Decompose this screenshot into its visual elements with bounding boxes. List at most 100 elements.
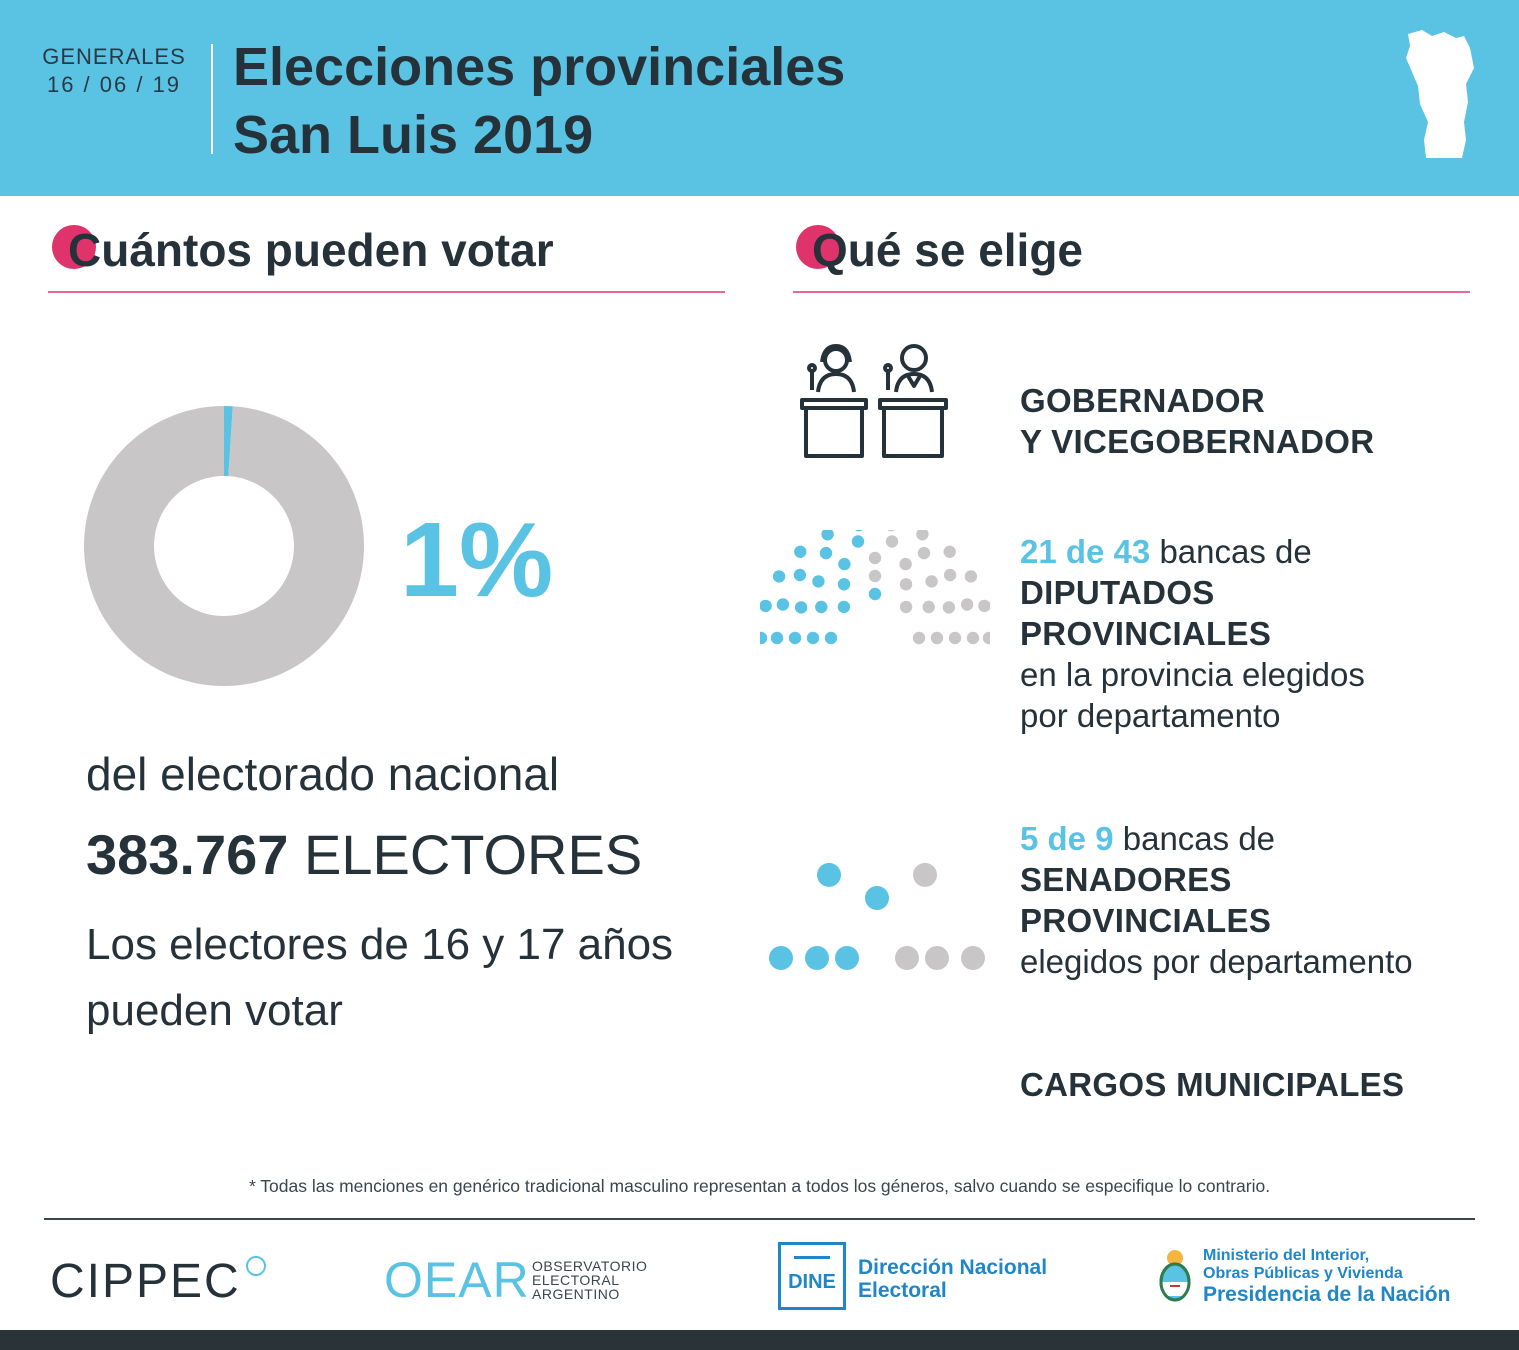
election-date: 16 / 06 / 19 [46,72,182,97]
diputados-seat-elected [770,631,784,645]
diputados-seat-elected [837,600,851,614]
dine-logo [778,1242,846,1310]
diputados-seat-not-elected [982,631,990,645]
voters-count: 383.767 ELECTORES [86,820,642,890]
senate-seats-icon [769,862,985,970]
senado-seat-elected [769,946,793,970]
diputados-seat-not-elected [899,557,912,571]
diputados-detail-line1: en la provincia elegidos [1020,656,1365,693]
municipales-label: CARGOS MUNICIPALES [1020,1066,1405,1103]
dine-name-line2: Electoral [858,1279,947,1302]
diputados-seat-elected [806,631,820,645]
youth-voters-line1: Los electores de 16 y 17 años [86,920,674,969]
diputados-seats-suffix: bancas de [1159,533,1312,570]
oear-logo-sub3: ARGENTINO [532,1286,620,1302]
dine-logo-acronym: DINE [788,1271,836,1293]
diputados-seat-not-elected [912,631,926,645]
senadores-seats-line: 5 de 9 bancas de [1020,818,1275,859]
diputados-seat-not-elected [899,578,913,591]
diputados-seat-not-elected [943,545,956,558]
senado-seat-not-elected [961,946,985,970]
diputados-seat-not-elected [868,569,882,583]
candidates-podium-icon [800,344,948,458]
diputados-seats-highlight: 21 de 43 [1020,533,1151,570]
youth-voters-line2: pueden votar [86,986,343,1035]
voters-number: 383.767 [86,823,289,886]
cippec-logo-mark [246,1256,266,1276]
gobernador-label: GOBERNADOR [1020,382,1266,419]
senadores-label: SENADORES [1020,861,1232,898]
diputados-seat-elected [794,545,807,558]
diputados-seat-elected [868,587,882,601]
election-type-label: GENERALES [42,44,186,69]
diputados-label: DIPUTADOS [1020,574,1215,611]
oear-logo: OEAR [384,1252,530,1308]
donut-slice-resto [84,406,364,686]
senado-seat-elected [835,946,859,970]
section-marker-dot [796,225,840,269]
diputados-seat-not-elected [964,570,978,583]
diputados-seat-not-elected [948,631,962,645]
diputados-seat-elected [819,546,833,560]
voters-label: ELECTORES [304,823,643,886]
diputados-seat-elected [821,530,834,541]
diputados-seat-not-elected [942,601,956,614]
section-underline [48,291,725,293]
diputados-seat-elected [854,530,863,532]
senadores-seats-suffix: bancas de [1122,820,1276,857]
diputados-seat-elected [776,598,790,611]
dine-name-line1: Dirección Nacional [858,1256,1048,1279]
diputados-provinciales-label: PROVINCIALES [1020,615,1272,652]
oear-logo-sub1: OBSERVATORIO [532,1258,648,1274]
diputados-seat-not-elected [943,568,957,582]
header-banner [0,0,1519,196]
diputados-seat-elected [772,570,786,583]
diputados-seat-elected [812,575,825,588]
diputados-seat-elected [824,631,838,645]
electorate-donut-chart [84,406,364,686]
diputados-seat-not-elected [899,600,913,614]
senado-seat-not-elected [895,946,919,970]
diputados-seat-not-elected [978,599,990,613]
diputados-seat-elected [760,631,768,645]
diputados-seat-not-elected [966,631,980,645]
ministry-line3: Presidencia de la Nación [1203,1283,1451,1306]
senado-seat-not-elected [913,862,937,887]
senado-seat-elected [805,946,829,970]
diputados-seat-elected [837,578,851,591]
diputados-seat-elected [788,631,802,645]
donut-slice-san-luis [224,406,233,477]
footer-divider [44,1218,1475,1220]
diputados-seat-not-elected [930,631,944,645]
page-title-line2: San Luis 2019 [233,105,594,165]
diputados-detail-line2: por departamento [1020,697,1281,734]
senado-seat-elected [817,862,841,887]
section-marker-dot [52,225,96,269]
senadores-seats-highlight: 5 de 9 [1020,820,1114,857]
diputados-seat-not-elected [887,530,896,532]
header-divider [211,44,213,154]
senado-seat-elected [865,886,889,910]
vicegobernador-label: Y VICEGOBERNADOR [1020,423,1375,460]
diputados-seat-elected [815,600,828,614]
diputados-seat-not-elected [916,530,929,541]
diputados-seat-not-elected [917,546,931,560]
section-underline [793,291,1470,293]
gender-footnote: * Todas las menciones en genérico tradic… [248,1176,1271,1196]
oear-logo-sub2: ELECTORAL [532,1272,620,1288]
diputados-seat-elected [760,599,772,613]
diputados-seat-not-elected [922,600,935,614]
ministry-line2: Obras Públicas y Vivienda [1203,1265,1403,1282]
electorate-label: del electorado nacional [86,748,560,800]
diputados-seat-not-elected [925,575,938,588]
section-heading-cuantos: Cuántos pueden votar [68,224,554,276]
diputados-seat-not-elected [885,535,899,548]
diputados-seats-line: 21 de 43 bancas de [1020,531,1312,572]
senado-seat-not-elected [925,946,949,970]
senadores-detail-line: elegidos por departamento [1020,943,1413,980]
dine-logo-bar [794,1256,830,1259]
bottom-bar [0,1330,1519,1350]
san-luis-map-icon [1406,30,1474,158]
diputados-seat-elected [851,535,865,548]
diputados-seat-not-elected [868,551,882,565]
